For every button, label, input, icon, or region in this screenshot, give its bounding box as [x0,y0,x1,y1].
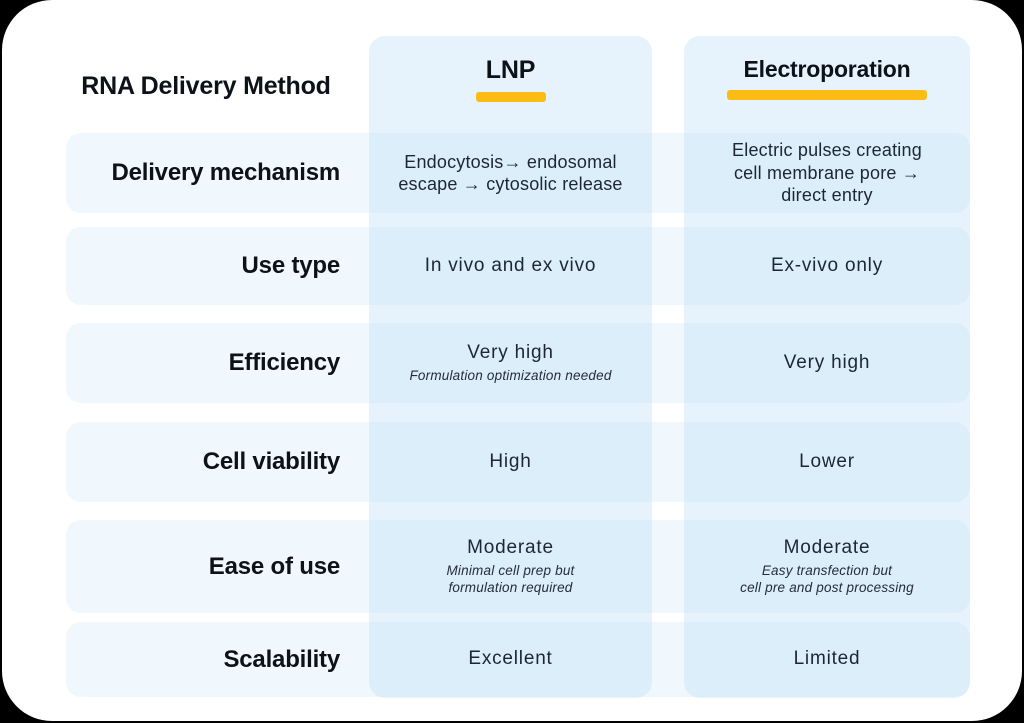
cell-subnote: Easy transfection but cell pre and post … [740,563,914,596]
row-band [66,622,970,697]
row-band [66,227,970,305]
cell-electroporation: Very high [684,323,970,403]
cell-value: Ex-vivo only [770,254,884,276]
cell-value: Electric pulses creating cell membrane p… [732,140,922,206]
cell-value: Endocytosis→ endosomal escape → cytosoli… [398,151,623,195]
cell-electroporation: Ex-vivo only [684,227,970,305]
table-title: RNA Delivery Method [81,72,331,100]
cell-value: Moderate [467,536,554,558]
row-label: Ease of use [208,552,340,580]
cell-lnp: Endocytosis→ endosomal escape → cytosoli… [369,133,652,213]
column-header-lnp: LNP [369,56,652,102]
column-header-electroporation: Electroporation [684,56,970,100]
row-label: Efficiency [228,349,341,376]
cell-value: Very high [467,341,554,363]
cell-electroporation: Lower [684,422,970,502]
row-band [66,323,970,403]
row-label: Scalability [223,645,340,673]
cell-lnp: Moderate Minimal cell prep but formulatio… [369,520,652,613]
row-band [66,133,970,213]
cell-value: Lower [799,450,855,472]
cell-electroporation: Moderate Easy transfection but cell pre a… [684,520,970,613]
cell-lnp: High [369,422,652,502]
cell-subnote: Minimal cell prep but formulation requir… [446,563,575,596]
electroporation-header-underline [727,90,927,100]
cell-value: Very high [783,351,871,373]
cell-lnp: In vivo and ex vivo [369,227,652,305]
row-label: Use type [241,252,341,279]
cell-electroporation: Electric pulses creating cell membrane p… [684,133,970,213]
cell-value: Limited [793,648,861,670]
cell-lnp: Excellent [369,622,652,697]
row-band [66,422,970,502]
lnp-header-underline [475,92,546,102]
cell-lnp: Very high Formulation optimization needed [369,323,652,403]
electroporation-header-label: Electroporation [743,56,911,82]
lnp-header-label: LNP [485,56,536,84]
cell-value: Moderate [783,536,871,558]
electroporation-column-panel [684,36,970,698]
cell-value: High [489,450,532,472]
lnp-column-panel [369,36,652,698]
row-label: Cell viability [202,448,340,475]
cell-value: In vivo and ex vivo [424,254,597,276]
cell-electroporation: Limited [684,622,970,697]
cell-subnote: Formulation optimization needed [409,368,612,384]
row-label: Delivery mechanism [111,159,340,186]
row-band [66,520,970,613]
cell-value: Excellent [468,648,553,670]
